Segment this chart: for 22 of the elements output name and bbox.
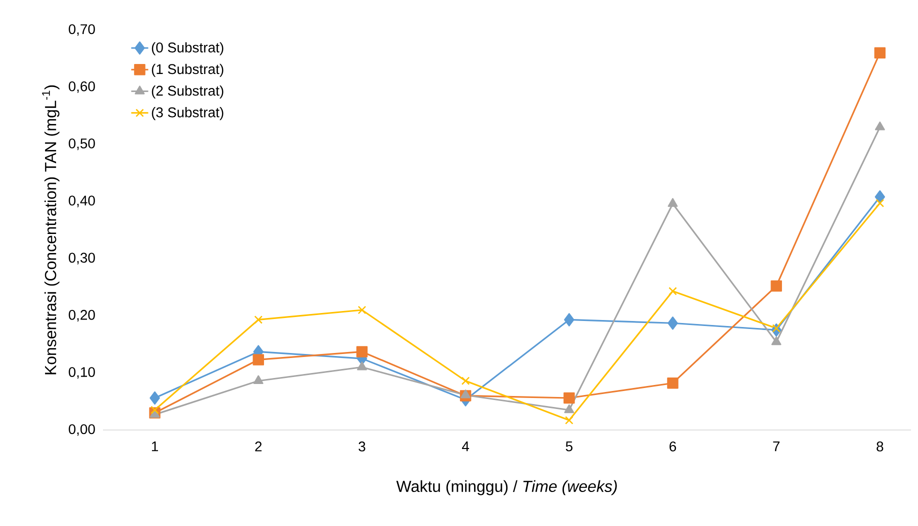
y-tick-label: 0,20: [68, 310, 95, 322]
legend-label: (1 Substrat): [152, 64, 224, 77]
y-tick-label: 0,70: [68, 24, 95, 36]
y-tick-label: 0,40: [68, 196, 95, 208]
x-tick-label: 1: [152, 442, 158, 452]
x-tick-label: 7: [773, 442, 780, 452]
y-tick-label: 0,10: [68, 367, 95, 379]
y-axis-title: Konsentrasi (Concentration) TAN (mgL$^{-1}$): [42, 85, 60, 374]
x-tick-label: 5: [566, 442, 572, 452]
x-tick-label: 8: [876, 442, 884, 452]
y-tick-label: 0,50: [68, 138, 95, 150]
x-tick-label: 4: [462, 442, 470, 452]
y-tick-label: 0,00: [68, 424, 95, 436]
x-tick-label: 2: [255, 442, 262, 452]
legend-label: (3 Substrat): [152, 107, 224, 120]
x-axis-title: Waktu (minggu) / Time (weeks): [396, 480, 617, 496]
y-tick-label: 0,60: [68, 81, 95, 93]
legend-label: (0 Substrat): [152, 42, 224, 56]
x-tick-label: 6: [670, 442, 676, 452]
y-tick-label: 0,30: [68, 252, 95, 264]
legend-label: (2 Substrat): [152, 85, 224, 98]
x-tick-label: 3: [358, 442, 366, 452]
